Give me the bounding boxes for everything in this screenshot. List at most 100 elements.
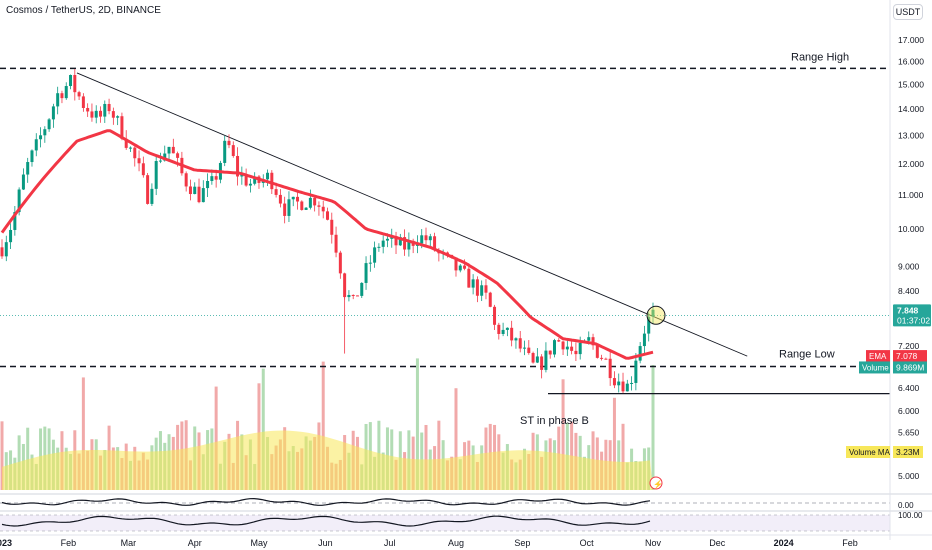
volume-bar [26, 427, 30, 490]
candle-body [480, 285, 484, 296]
candle-body [647, 316, 651, 334]
time-tick-label: Dec [709, 538, 726, 548]
price-tick-label: 5.000 [898, 471, 920, 481]
oscillator-band [0, 515, 890, 531]
oscillator-line [1, 515, 651, 527]
candle-body [26, 162, 30, 175]
candle-body [638, 346, 642, 361]
price-tick-label: 13.000 [898, 131, 924, 141]
candle-body [193, 186, 197, 195]
candle-body [373, 247, 377, 263]
time-tick-label: Apr [188, 538, 202, 548]
candle-body [253, 176, 257, 184]
candle-body [355, 295, 359, 297]
candle-body [270, 172, 274, 190]
candle-body [608, 358, 612, 379]
ema-tag-value: 7.078 [896, 351, 918, 361]
candle-body [4, 242, 8, 257]
volume-ma [2, 430, 653, 490]
volume-bar [612, 397, 616, 490]
candle-body [163, 153, 167, 161]
candle-body [274, 189, 278, 195]
candle-body [467, 268, 471, 288]
candle-body [454, 257, 458, 271]
candle-body [407, 240, 411, 250]
candle-body [103, 103, 107, 117]
volume-ma-area [2, 430, 653, 490]
candle-body [197, 186, 201, 203]
candle-body [574, 350, 578, 355]
candle-body [206, 181, 210, 189]
ema-tag-value-bg [893, 350, 927, 363]
candle-body [184, 173, 188, 187]
candle-body [621, 381, 625, 392]
volume-tag-value: 9.869M [896, 362, 924, 372]
candle-body [338, 252, 342, 274]
candle-body [428, 236, 432, 241]
time-tick-label: Nov [645, 538, 662, 548]
range-low-label: Range Low [779, 348, 835, 360]
candle-body [141, 163, 145, 176]
candle-body [398, 237, 402, 246]
candle-body [86, 107, 90, 112]
candle-body [21, 174, 25, 190]
candle-body [240, 174, 244, 177]
volume-bar [561, 379, 565, 490]
price-tick-label: 15.000 [898, 80, 924, 90]
candle-body [394, 236, 398, 246]
lower-pane-tick: 100.00 [898, 511, 923, 520]
price-tick-label: 5.650 [898, 427, 920, 437]
candle-body [308, 197, 312, 208]
candle-body [266, 172, 270, 180]
price-axis: 17.000 16.000 15.000 14.000 13.000 12.000 11.0… [889, 0, 924, 540]
candlesticks [0, 69, 655, 394]
candle-body [642, 333, 646, 347]
candle-body [99, 110, 103, 117]
price-tick-label: 16.000 [898, 57, 924, 67]
candle-body [171, 146, 175, 154]
time-tick-label: Sep [514, 538, 530, 548]
candle-body [570, 346, 574, 351]
breakout-circle [646, 305, 666, 325]
volume-bar [0, 421, 4, 490]
candle-body [107, 103, 111, 112]
candle-body [283, 203, 287, 216]
candle-body [154, 161, 158, 189]
candle-body [236, 155, 240, 177]
candle-body [625, 383, 629, 392]
currency-button[interactable]: USDT [893, 4, 923, 20]
lightning-icon [649, 476, 663, 490]
candle-body [587, 337, 591, 341]
price-tick-label: 8.400 [898, 286, 920, 296]
volume-bar [651, 365, 655, 490]
candle-body [64, 86, 68, 99]
candle-body [231, 145, 235, 156]
candle-body [484, 285, 488, 293]
candle-body [463, 265, 467, 269]
candle-body [433, 236, 437, 251]
volume-bar [261, 368, 265, 490]
time-tick-label: 2023 [0, 538, 12, 548]
volume-ma-tag-label: Volume MA [849, 448, 891, 457]
candle-body [347, 294, 351, 298]
ema-line-layer [0, 129, 654, 360]
candle-body [505, 327, 509, 330]
volume-ma-tag-value-bg [893, 446, 923, 458]
range-high-label: Range High [791, 51, 849, 63]
volume-ma-tag-label-bg [846, 446, 890, 458]
candle-body [651, 309, 655, 317]
candle-body [167, 146, 171, 154]
candle-body [578, 342, 582, 355]
price-tick-label: 9.000 [898, 262, 920, 272]
candle-body [557, 340, 561, 342]
range-levels [0, 67, 890, 395]
candle-body [360, 282, 364, 296]
candle-body [69, 75, 73, 87]
candle-body [111, 111, 115, 118]
price-tick-label: 12.000 [898, 159, 924, 169]
lightning-glyph: ⚡ [653, 479, 663, 489]
